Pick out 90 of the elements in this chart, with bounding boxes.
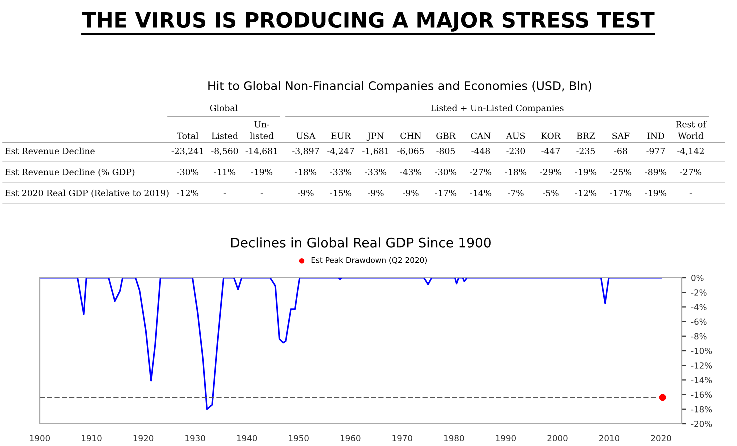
category-label: Est Revenue Decline (% GDP) xyxy=(5,168,135,177)
category-label: SAF xyxy=(612,132,630,140)
category-label: IND xyxy=(648,132,664,140)
text: Hit to Global Non-Financial Companies and Economies (USD, Bln) xyxy=(208,81,592,93)
text: -18% xyxy=(295,168,317,176)
category-label: CAN xyxy=(471,132,491,140)
text: -11% xyxy=(214,168,236,176)
y-tick-label: -6% xyxy=(691,318,707,326)
text: -27% xyxy=(680,168,702,176)
chart-title: Declines in Global Real GDP Since 1900 xyxy=(231,238,491,248)
text: -19% xyxy=(575,168,597,176)
category-label: GBR xyxy=(436,132,456,140)
text: -3,897 xyxy=(292,148,320,156)
text: -19% xyxy=(251,168,273,176)
text: -4,247 xyxy=(328,148,354,156)
text: -5% xyxy=(543,190,559,196)
y-tick-label: -18% xyxy=(691,406,712,413)
x-tick-label: 2010 xyxy=(600,435,620,442)
category-label: BRZ xyxy=(577,132,596,140)
category-label: USA xyxy=(296,132,316,140)
text: -27% xyxy=(470,168,492,176)
text: -18% xyxy=(505,168,527,176)
x-tick-label: 1900 xyxy=(30,435,50,442)
y-tick-label: -2% xyxy=(691,290,707,296)
text: -68 xyxy=(614,148,628,154)
text: -14,681 xyxy=(246,148,278,156)
x-tick-label: 1980 xyxy=(444,435,464,442)
line-series xyxy=(40,278,662,410)
text: -448 xyxy=(472,148,490,154)
category-label: EUR xyxy=(331,132,352,140)
text: -447 xyxy=(542,148,560,154)
text: -977 xyxy=(646,148,666,154)
text: -17% xyxy=(435,190,457,196)
x-tick-label: 1920 xyxy=(134,435,154,442)
text: -9% xyxy=(298,190,314,196)
y-tick-label: -8% xyxy=(691,333,707,340)
category-label: Listed xyxy=(212,132,238,140)
text: -43% xyxy=(400,168,422,176)
text: -19% xyxy=(645,190,667,196)
x-tick-label: 2020 xyxy=(651,435,672,442)
x-tick-label: 1950 xyxy=(289,435,309,442)
category-label: AUS xyxy=(506,132,526,140)
category-label: Est Revenue Decline xyxy=(5,148,95,154)
x-tick-label: 1910 xyxy=(82,435,102,442)
text: -12% xyxy=(177,190,199,196)
category-label: JPN xyxy=(366,132,384,141)
text: -12% xyxy=(575,190,597,196)
text: Listed + Un-Listed Companies xyxy=(431,104,564,114)
text: -33% xyxy=(365,168,387,176)
text: -7% xyxy=(508,190,524,196)
text: -17% xyxy=(610,190,632,196)
text: -23,241 xyxy=(172,148,204,156)
text: -25% xyxy=(610,168,632,176)
y-tick-label: 0% xyxy=(692,274,704,282)
x-tick-label: 2000 xyxy=(548,435,568,442)
text: -805 xyxy=(436,148,456,154)
text: THE VIRUS IS PRODUCING A MAJOR STRESS TEST xyxy=(82,12,655,32)
x-tick-label: 1930 xyxy=(186,435,206,442)
text: -15% xyxy=(330,190,352,196)
text: -89% xyxy=(645,168,667,176)
x-tick-label: 1990 xyxy=(496,435,516,442)
category-label: Rest of World xyxy=(676,121,707,140)
text: -33% xyxy=(330,168,352,176)
text: -9% xyxy=(368,190,384,196)
category-label: KOR xyxy=(542,132,562,140)
text: -8,560 xyxy=(212,148,238,156)
category-label: Total xyxy=(177,132,199,140)
y-tick-label: -20% xyxy=(691,420,712,428)
y-tick-label: -12% xyxy=(691,362,712,369)
y-tick-label: -14% xyxy=(691,377,712,384)
text: -30% xyxy=(435,168,457,176)
category-label: Est 2020 Real GDP (Relative to 2019) xyxy=(5,190,169,198)
x-tick-label: 1940 xyxy=(237,435,258,442)
text: Global xyxy=(210,104,238,112)
text: -9% xyxy=(403,190,419,196)
category-label: Un- listed xyxy=(250,121,274,140)
y-tick-label: -10% xyxy=(691,348,712,354)
y-tick-label: -16% xyxy=(691,392,712,398)
text: -29% xyxy=(540,168,562,176)
x-tick-label: 1970 xyxy=(392,435,412,442)
text: -1,681 xyxy=(362,148,389,156)
text: -230 xyxy=(506,148,526,154)
category-label: CHN xyxy=(400,132,422,140)
text: -6,065 xyxy=(398,148,424,156)
x-tick-label: 1960 xyxy=(340,435,361,442)
text: -235 xyxy=(576,148,596,154)
text: -14% xyxy=(470,190,492,196)
text: -4,142 xyxy=(678,148,704,156)
y-tick-label: -4% xyxy=(691,304,707,310)
text: -30% xyxy=(177,168,199,176)
